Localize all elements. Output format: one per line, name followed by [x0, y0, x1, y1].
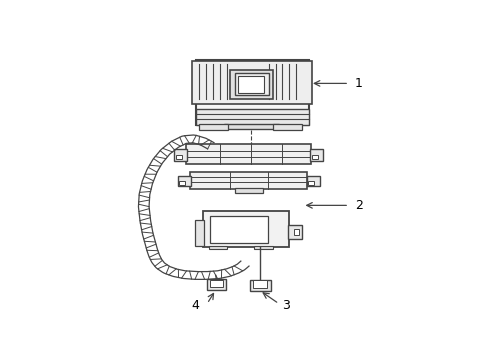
Bar — [273, 123, 301, 130]
Bar — [229, 69, 273, 99]
Bar — [189, 172, 307, 189]
Bar — [203, 211, 288, 247]
Text: 2: 2 — [354, 199, 362, 212]
Bar — [178, 176, 190, 186]
Bar — [209, 216, 268, 243]
Bar — [307, 181, 313, 185]
Text: 4: 4 — [191, 299, 199, 312]
Bar — [224, 124, 279, 129]
Bar — [206, 279, 225, 291]
Text: 1: 1 — [354, 77, 362, 90]
Bar — [175, 155, 181, 159]
Bar — [186, 144, 311, 164]
Bar — [208, 246, 226, 249]
Bar — [235, 188, 262, 193]
Bar — [306, 176, 319, 186]
Bar — [209, 280, 223, 287]
Bar — [194, 220, 204, 246]
Bar — [249, 280, 270, 291]
Bar — [234, 73, 268, 95]
Bar — [238, 76, 264, 93]
Bar — [191, 61, 312, 104]
Bar — [310, 149, 323, 161]
Bar — [174, 149, 186, 161]
Bar — [252, 280, 267, 288]
Bar — [195, 60, 309, 125]
Bar — [179, 181, 184, 185]
Bar — [311, 155, 317, 159]
Bar — [287, 225, 302, 239]
Bar — [195, 109, 309, 125]
Bar — [293, 229, 299, 235]
Text: 3: 3 — [281, 299, 289, 312]
Bar — [254, 246, 272, 249]
Bar — [199, 123, 227, 130]
